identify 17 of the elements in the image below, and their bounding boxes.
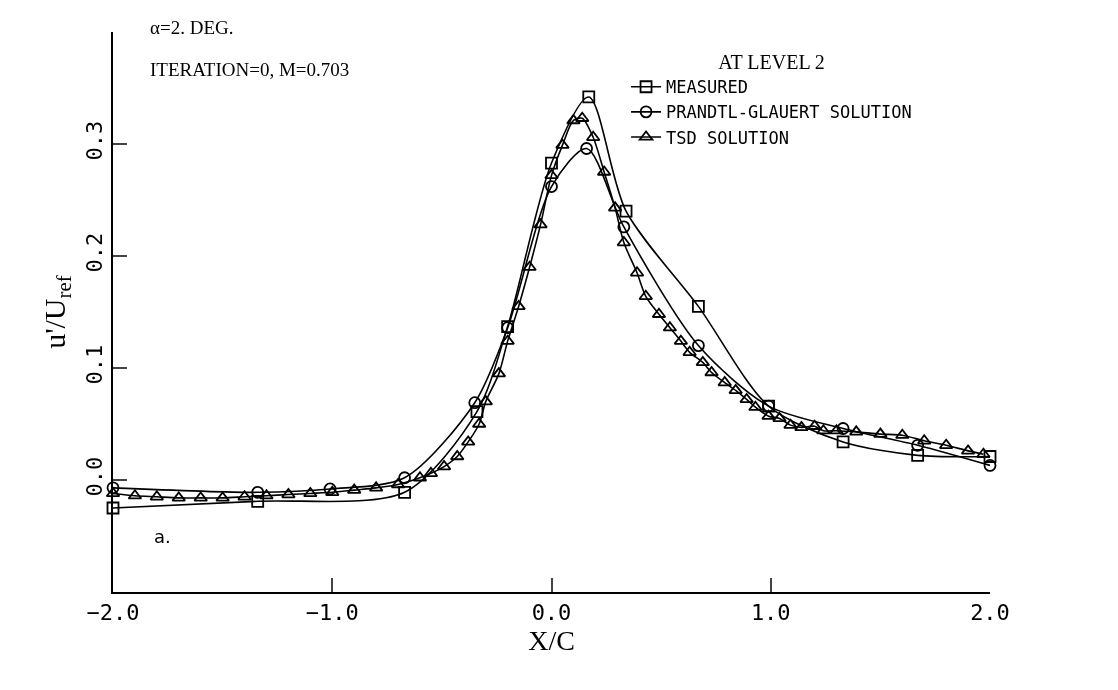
y-tick-label: 0.3	[82, 120, 108, 161]
x-tick-label: −2.0	[86, 600, 140, 626]
y-tick-label: 0.0	[82, 456, 108, 497]
legend-title: AT LEVEL 2	[718, 51, 825, 74]
annotation: a.	[154, 526, 171, 547]
x-axis-title: X/C	[528, 625, 575, 657]
y-tick-label: 0.2	[82, 232, 108, 273]
x-tick-label: −1.0	[305, 600, 359, 626]
annotation: α=2. DEG.	[150, 17, 234, 38]
legend-label: TSD SOLUTION	[666, 127, 789, 148]
y-tick-label: 0.1	[82, 344, 108, 385]
legend-label: MEASURED	[666, 77, 748, 98]
legend-label: PRANDTL-GLAUERT SOLUTION	[666, 102, 912, 123]
annotation: ITERATION=0, M=0.703	[150, 59, 350, 80]
x-tick-label: 2.0	[970, 600, 1010, 626]
x-tick-label: 0.0	[531, 600, 572, 626]
x-tick-label: 1.0	[750, 600, 791, 626]
